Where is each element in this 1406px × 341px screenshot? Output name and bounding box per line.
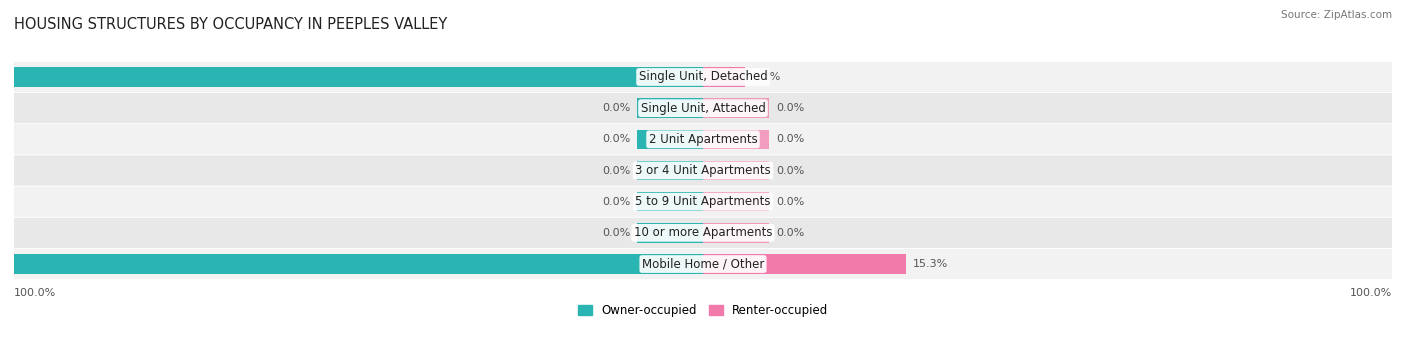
Legend: Owner-occupied, Renter-occupied: Owner-occupied, Renter-occupied: [572, 299, 834, 322]
Text: 0.0%: 0.0%: [776, 228, 804, 238]
Bar: [637, 223, 703, 242]
Bar: [703, 161, 769, 180]
Bar: [703, 254, 905, 274]
Text: 0.0%: 0.0%: [602, 197, 630, 207]
Text: 0.0%: 0.0%: [776, 134, 804, 144]
Text: 15.3%: 15.3%: [912, 259, 948, 269]
Text: Single Unit, Attached: Single Unit, Attached: [641, 102, 765, 115]
Bar: [703, 67, 745, 87]
Bar: [703, 99, 769, 118]
Text: 2 Unit Apartments: 2 Unit Apartments: [648, 133, 758, 146]
Bar: [637, 99, 703, 118]
Text: HOUSING STRUCTURES BY OCCUPANCY IN PEEPLES VALLEY: HOUSING STRUCTURES BY OCCUPANCY IN PEEPL…: [14, 17, 447, 32]
Text: 0.0%: 0.0%: [776, 103, 804, 113]
Text: 0.0%: 0.0%: [776, 197, 804, 207]
Bar: [637, 192, 703, 211]
Bar: [0, 254, 703, 274]
Bar: [637, 161, 703, 180]
Bar: [703, 130, 769, 149]
Bar: [637, 130, 703, 149]
FancyBboxPatch shape: [14, 124, 1392, 154]
Text: 0.0%: 0.0%: [602, 228, 630, 238]
Text: 100.0%: 100.0%: [1350, 288, 1392, 298]
Bar: [703, 223, 769, 242]
Text: Mobile Home / Other: Mobile Home / Other: [641, 257, 765, 270]
Bar: [0, 67, 703, 87]
Text: Source: ZipAtlas.com: Source: ZipAtlas.com: [1281, 10, 1392, 20]
FancyBboxPatch shape: [14, 187, 1392, 217]
Text: 3 or 4 Unit Apartments: 3 or 4 Unit Apartments: [636, 164, 770, 177]
Text: 0.0%: 0.0%: [776, 165, 804, 176]
FancyBboxPatch shape: [14, 62, 1392, 92]
Text: 10 or more Apartments: 10 or more Apartments: [634, 226, 772, 239]
FancyBboxPatch shape: [14, 155, 1392, 186]
Text: 0.0%: 0.0%: [602, 134, 630, 144]
Text: 0.0%: 0.0%: [602, 103, 630, 113]
FancyBboxPatch shape: [14, 218, 1392, 248]
Text: 100.0%: 100.0%: [14, 288, 56, 298]
Text: 5 to 9 Unit Apartments: 5 to 9 Unit Apartments: [636, 195, 770, 208]
Text: 0.0%: 0.0%: [602, 165, 630, 176]
FancyBboxPatch shape: [14, 93, 1392, 123]
Text: 3.2%: 3.2%: [752, 72, 780, 82]
FancyBboxPatch shape: [14, 249, 1392, 279]
Bar: [703, 192, 769, 211]
Text: Single Unit, Detached: Single Unit, Detached: [638, 71, 768, 84]
